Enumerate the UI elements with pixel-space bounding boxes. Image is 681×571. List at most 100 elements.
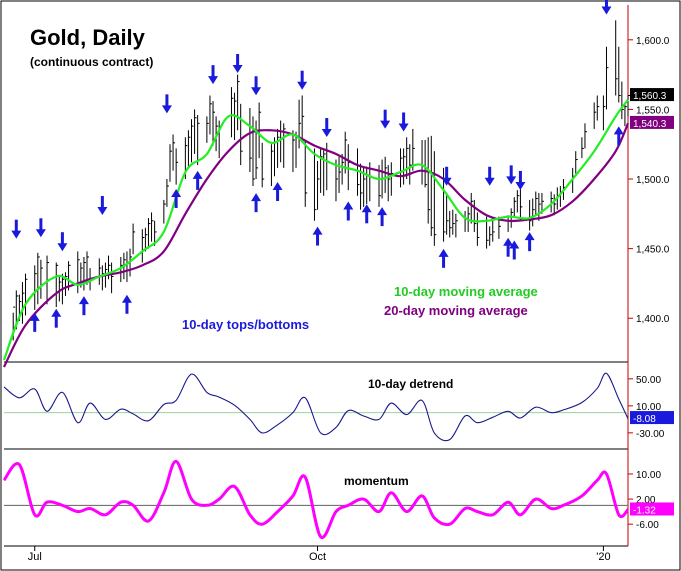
arrow-shaft [39, 218, 43, 231]
top-arrow-down [161, 94, 172, 114]
ma20-label: 20-day moving average [384, 303, 528, 318]
price-bar [197, 114, 200, 166]
ma10-label: 10-day moving average [394, 284, 538, 299]
titles: Gold, Daily (continuous contract) [30, 25, 153, 69]
price-bar [516, 190, 520, 213]
price-bar [510, 208, 514, 228]
price-bar [470, 192, 474, 224]
price-bar [627, 94, 630, 117]
arrow-head [35, 229, 46, 238]
arrow-head [57, 243, 68, 252]
price-bar [532, 198, 535, 227]
price-bar [575, 151, 578, 174]
price-bar [292, 130, 295, 173]
value-tag-text: -8.08 [633, 414, 656, 425]
price-bar [111, 262, 114, 294]
arrow-head [297, 81, 308, 90]
price-bar [304, 140, 308, 207]
price-bar [37, 252, 40, 305]
x-tick-label: Jul [28, 551, 42, 563]
price-bar [446, 192, 449, 235]
top-arrow-down [232, 54, 243, 73]
bottom-arrow-up [503, 237, 514, 257]
price-bar [154, 220, 157, 246]
price-bar [492, 218, 495, 242]
price-bar [169, 144, 172, 182]
top-arrow-down [35, 218, 46, 238]
plot-layer: Jul Oct '20 1,400.0 1,450.0 1,500.0 1,550.0 1,6… [2, 0, 674, 563]
arrow-shaft [380, 214, 384, 227]
arrow-head [121, 294, 132, 303]
arrow-head [601, 6, 612, 15]
arrow-shaft [325, 118, 329, 131]
arrow-head [506, 176, 517, 185]
price-last-tag: 1,560.3 [630, 88, 674, 102]
top-arrow-down [515, 170, 526, 190]
arrow-head [272, 182, 283, 191]
price-bar [172, 134, 176, 171]
arrow-head [251, 193, 262, 202]
arrow-shaft [402, 112, 406, 125]
top-arrow-down [601, 0, 612, 15]
price-bar [25, 273, 28, 316]
arrow-head [11, 230, 22, 239]
value-tag-text: 1,540.3 [633, 119, 667, 130]
price-bar [538, 192, 541, 221]
y-tick-label: 1,450.0 [636, 245, 670, 256]
price-bar [209, 95, 212, 135]
detrend-title: 10-day detrend [368, 377, 453, 391]
ma20-last-tag: 1,540.3 [630, 115, 674, 130]
top-arrow-down [484, 166, 495, 186]
top-arrow-down [380, 109, 391, 129]
chart-subtitle: (continuous contract) [30, 55, 153, 69]
arrow-head [361, 204, 372, 213]
price-bar [596, 95, 600, 121]
price-bar [240, 103, 243, 166]
price-annotations: 10-day moving average 20-day moving aver… [182, 284, 538, 332]
price-bar [270, 144, 274, 186]
price-bar [550, 191, 554, 213]
price-bar [249, 108, 252, 173]
price-bar [624, 102, 627, 127]
bottom-arrow-up [343, 201, 354, 221]
bottom-arrow-up [312, 226, 323, 246]
arrow-shaft [100, 196, 104, 208]
indicator-titles: 10-day detrend momentum [344, 377, 453, 488]
arrow-shaft [488, 166, 492, 179]
arrow-head [343, 201, 354, 210]
price-bar [473, 199, 477, 232]
bottom-arrow-up [251, 193, 262, 213]
price-bar [120, 256, 123, 283]
top-arrow-down [11, 219, 22, 239]
bottom-arrow-up [51, 308, 62, 328]
y-tick-label: 10.00 [636, 470, 661, 481]
price-bar [40, 259, 43, 299]
price-bar [529, 199, 532, 231]
price-bar [427, 137, 431, 224]
arrow-shaft [445, 166, 449, 179]
price-bar [378, 165, 382, 207]
price-bar [58, 276, 62, 302]
price-bar [323, 148, 326, 196]
arrow-shaft [254, 200, 258, 213]
bottom-arrow-up [361, 204, 372, 224]
price-bar [519, 185, 523, 221]
price-bar [175, 148, 179, 185]
arrow-head [78, 296, 89, 305]
arrow-head [380, 120, 391, 129]
arrow-shaft [617, 133, 621, 146]
value-tag-box [630, 502, 674, 516]
price-bar [83, 256, 86, 291]
arrow-shaft [604, 0, 608, 8]
bottom-arrow-up [438, 248, 449, 268]
momentum-last-tag: -1.32 [630, 502, 674, 516]
arrow-shaft [33, 319, 37, 332]
price-bar [55, 262, 59, 308]
arrow-shaft [528, 239, 532, 252]
price-bar [212, 101, 216, 146]
price-bar [412, 128, 415, 171]
price-bar [424, 140, 428, 188]
ma10-line [2, 99, 629, 361]
